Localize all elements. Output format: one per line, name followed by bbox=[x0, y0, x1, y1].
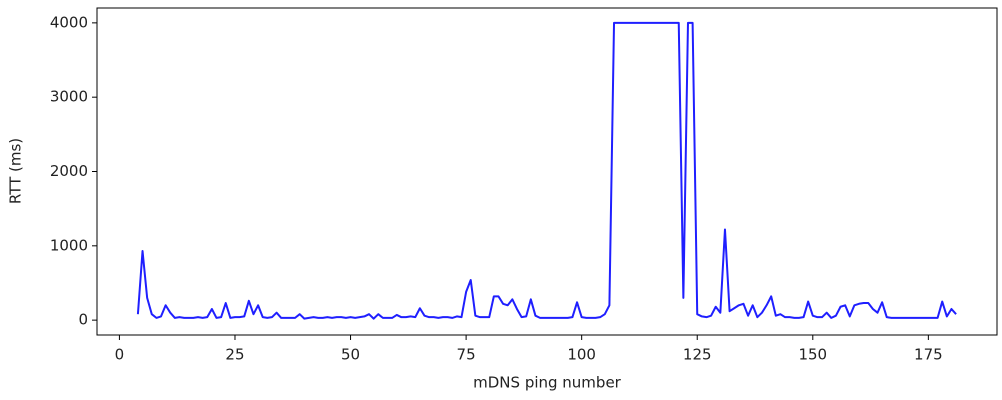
x-tick-label: 150 bbox=[798, 346, 827, 364]
x-tick-label: 25 bbox=[225, 346, 244, 364]
y-tick-label: 3000 bbox=[50, 88, 88, 106]
plot-frame bbox=[96, 7, 998, 336]
y-tick-label: 4000 bbox=[50, 13, 88, 31]
line bbox=[136, 21, 957, 320]
y-tick-label: 2000 bbox=[50, 162, 88, 180]
x-tick-label: 0 bbox=[115, 346, 125, 364]
x-axis-label: mDNS ping number bbox=[473, 374, 622, 392]
x-tick-label: 75 bbox=[457, 346, 476, 364]
y-tick-label: 1000 bbox=[50, 236, 88, 254]
y-tick-label: 0 bbox=[78, 311, 88, 329]
x-tick-label: 100 bbox=[567, 346, 596, 364]
x-tick-label: 175 bbox=[914, 346, 943, 364]
x-tick-label: 125 bbox=[683, 346, 712, 364]
y-axis-label: RTT (ms) bbox=[7, 138, 25, 204]
x-tick-label: 50 bbox=[341, 346, 360, 364]
